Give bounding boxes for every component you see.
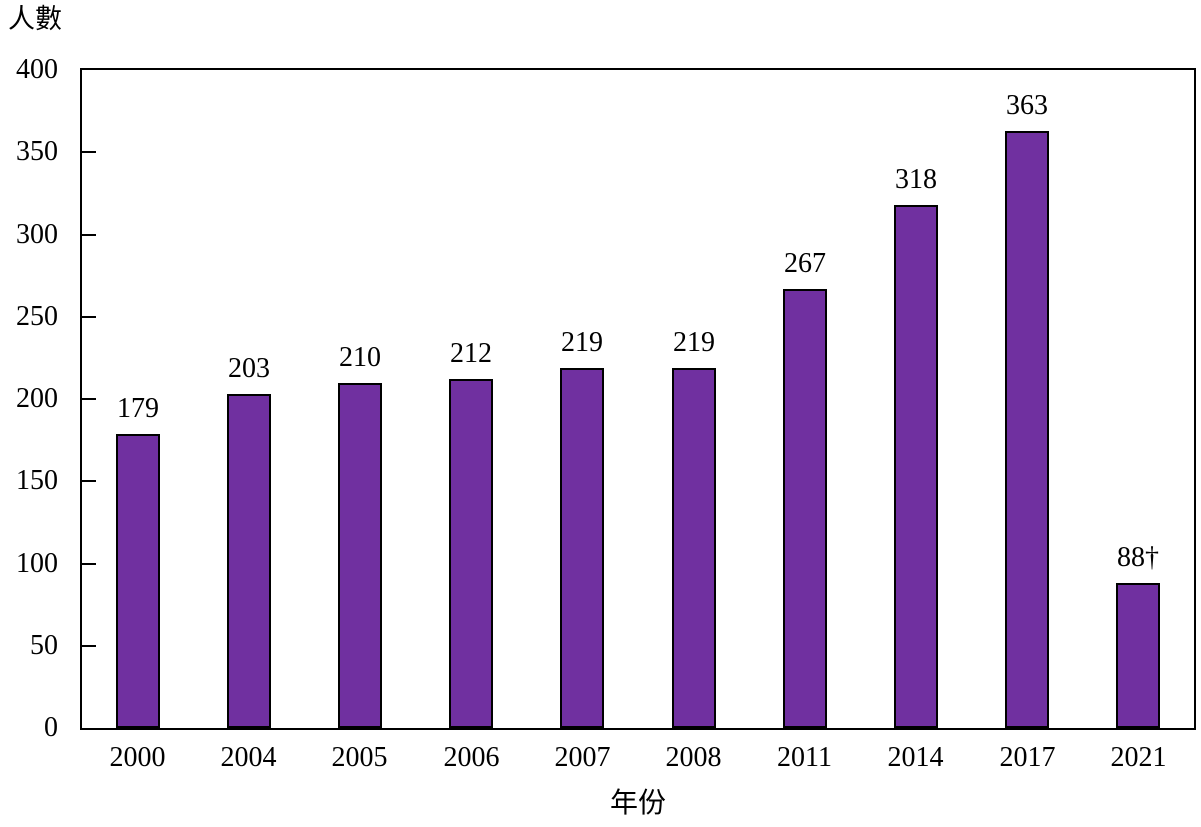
bar-value-label-2004: 203 [228, 353, 270, 384]
x-axis-title: 年份 [609, 788, 666, 819]
bar-2004 [227, 394, 271, 728]
bar-value-label-2006: 212 [450, 338, 492, 369]
y-axis-tick-label: 200 [16, 383, 58, 414]
y-axis-tick-mark [82, 480, 96, 482]
bar-2008 [672, 368, 716, 728]
bar-2000 [116, 434, 160, 728]
y-axis-tick-mark [82, 234, 96, 236]
x-axis-tick-label-2021: 2021 [1110, 742, 1167, 773]
bar-2011 [783, 289, 827, 728]
x-axis-tick-label-2005: 2005 [331, 742, 388, 773]
bar-value-label-2017: 363 [1006, 90, 1048, 121]
y-axis-tick-label: 150 [16, 465, 58, 496]
y-axis-tick-label: 250 [16, 301, 58, 332]
bar-2021 [1116, 583, 1160, 728]
bar-value-label-2014: 318 [895, 164, 937, 195]
y-axis-title: 人數 [8, 4, 62, 34]
y-axis-tick-mark [82, 151, 96, 153]
bar-2005 [338, 383, 382, 728]
y-axis-tick-label: 100 [16, 548, 58, 579]
y-axis-tick-label: 350 [16, 136, 58, 167]
y-axis-tick-mark [82, 398, 96, 400]
x-axis-tick-label-2008: 2008 [665, 742, 722, 773]
x-axis-tick-label-2007: 2007 [554, 742, 611, 773]
bar-value-label-2021: 88† [1117, 542, 1159, 573]
x-axis-tick-label-2004: 2004 [220, 742, 277, 773]
bar-2007 [560, 368, 604, 728]
x-axis-tick-label-2014: 2014 [887, 742, 944, 773]
bar-value-label-2008: 219 [673, 327, 715, 358]
bar-value-label-2011: 267 [784, 248, 826, 279]
plot-area: 179 203 210 212 219 219 267 318 363 88† [80, 68, 1196, 730]
bar-2017 [1005, 131, 1049, 728]
y-axis-tick-mark [82, 316, 96, 318]
x-axis-tick-label-2000: 2000 [109, 742, 166, 773]
bar-value-label-2007: 219 [561, 327, 603, 358]
y-axis-tick-label: 50 [30, 630, 58, 661]
y-axis-tick-label: 0 [44, 712, 58, 743]
bar-value-label-2000: 179 [117, 393, 159, 424]
bar-2014 [894, 205, 938, 728]
x-axis-tick-label-2006: 2006 [443, 742, 500, 773]
x-axis-tick-label-2011: 2011 [777, 742, 832, 773]
y-axis-tick-label: 300 [16, 219, 58, 250]
bar-2006 [449, 379, 493, 728]
y-axis-tick-mark [82, 563, 96, 565]
x-axis-tick-label-2017: 2017 [999, 742, 1056, 773]
bar-value-label-2005: 210 [339, 342, 381, 373]
y-axis-tick-label: 400 [16, 54, 58, 85]
y-axis-tick-mark [82, 645, 96, 647]
